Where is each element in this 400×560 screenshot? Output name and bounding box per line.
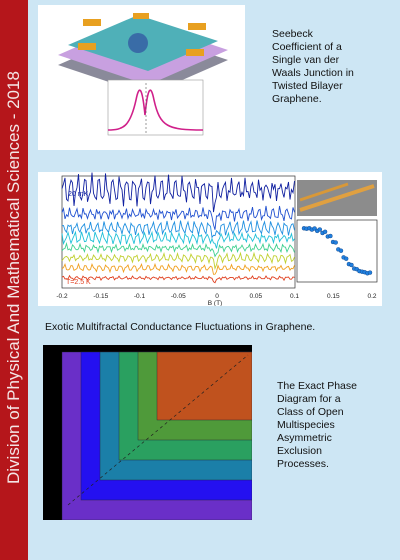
conductance-curve	[61, 241, 295, 258]
inset-point	[322, 229, 328, 234]
x-tick-label: 0.2	[367, 293, 376, 300]
inset-point	[338, 248, 344, 253]
conductance-curve	[61, 172, 295, 213]
conductance-curve	[61, 262, 295, 275]
figure-seebeck	[38, 5, 245, 150]
x-tick-label: -0.15	[93, 293, 108, 300]
inset-point	[328, 233, 333, 239]
caption-3: The Exact Phase Diagram for a Class of O…	[277, 380, 357, 470]
inset-point	[344, 256, 349, 261]
x-tick-label: 0.1	[290, 293, 299, 300]
curve-label: 20 mK	[68, 191, 89, 198]
inset-point	[349, 262, 354, 268]
x-tick-label: 0.15	[327, 293, 340, 300]
sidebar-title: Division of Physical And Mathematical Sc…	[4, 71, 23, 485]
sidebar: Division of Physical And Mathematical Sc…	[0, 0, 28, 560]
inset-point	[333, 240, 338, 245]
figure-conductance: 20 mK T=2.5 K -0.2 -0.15 -0.1 -0.05 0 0.05 0.1 0.…	[38, 172, 382, 306]
conductance-curve	[61, 205, 295, 230]
conductance-curve	[61, 251, 295, 271]
inset-point	[367, 270, 373, 275]
conductance-curve	[61, 230, 295, 249]
x-tick-label: -0.2	[56, 293, 68, 300]
phase-region	[156, 351, 252, 421]
conductance-curve	[61, 274, 295, 284]
x-tick-label: -0.1	[134, 293, 146, 300]
conductance-curve	[61, 220, 295, 239]
curve-label: T=2.5 K	[66, 279, 91, 286]
x-axis-label: B (T)	[208, 300, 222, 306]
x-tick-label: -0.05	[171, 293, 186, 300]
figure-phase-diagram	[43, 345, 252, 520]
caption-1: Seebeck Coefficient of a Single van der …	[272, 28, 354, 105]
x-tick-label: 0.05	[249, 293, 262, 300]
caption-2: Exotic Multifractal Conductance Fluctuat…	[45, 321, 316, 333]
x-tick-label: 0	[215, 293, 219, 300]
inset-point	[317, 227, 322, 232]
